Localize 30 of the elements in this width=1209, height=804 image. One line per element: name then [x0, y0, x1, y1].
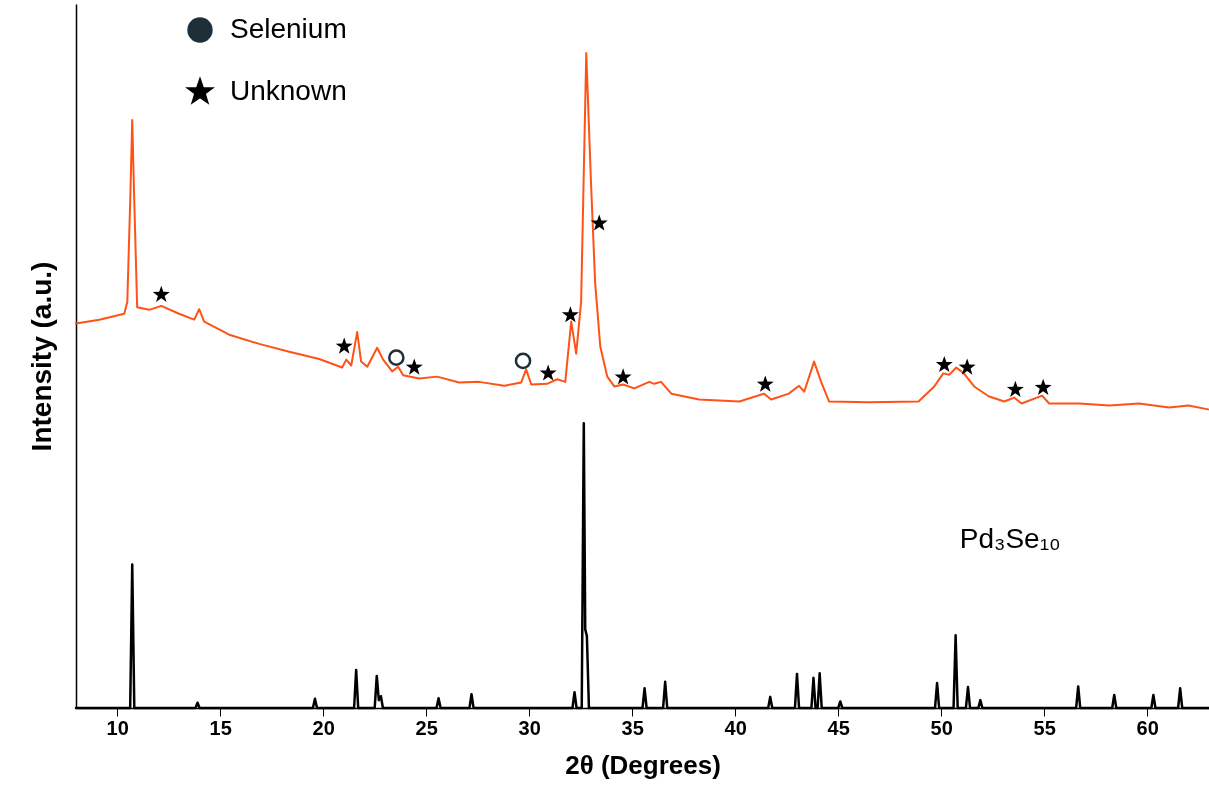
x-tick-label: 40 [724, 716, 747, 739]
legend-label: Unknown [230, 75, 347, 106]
point [514, 352, 532, 370]
y-axis-title: Intensity (a.u.) [25, 261, 57, 452]
point [152, 285, 170, 302]
point [539, 364, 557, 381]
x-tick-label: 15 [209, 716, 232, 739]
point [935, 355, 953, 373]
x-tick-label: 30 [518, 716, 541, 739]
point [756, 375, 774, 392]
x-tick-label: 20 [312, 716, 335, 739]
x-tick-label: 35 [621, 716, 644, 739]
x-tick-label: 60 [1136, 716, 1159, 739]
text: Pd₃Se₁₀ [959, 522, 1061, 554]
point [590, 214, 608, 231]
legend-label: Selenium [230, 13, 347, 44]
x-tick-label: 45 [827, 716, 850, 739]
point [405, 358, 423, 375]
x-tick-label: 25 [415, 716, 438, 739]
x-tick-label: 55 [1033, 716, 1056, 739]
point [614, 368, 632, 385]
point [335, 337, 353, 354]
point [561, 306, 579, 323]
point [1006, 380, 1024, 397]
point [958, 358, 976, 375]
x-tick-label: 10 [106, 716, 129, 739]
x-tick-label: 50 [930, 716, 953, 739]
point [1034, 378, 1052, 395]
point [388, 349, 405, 366]
x-axis-title: 2θ (Degrees) [565, 749, 721, 780]
